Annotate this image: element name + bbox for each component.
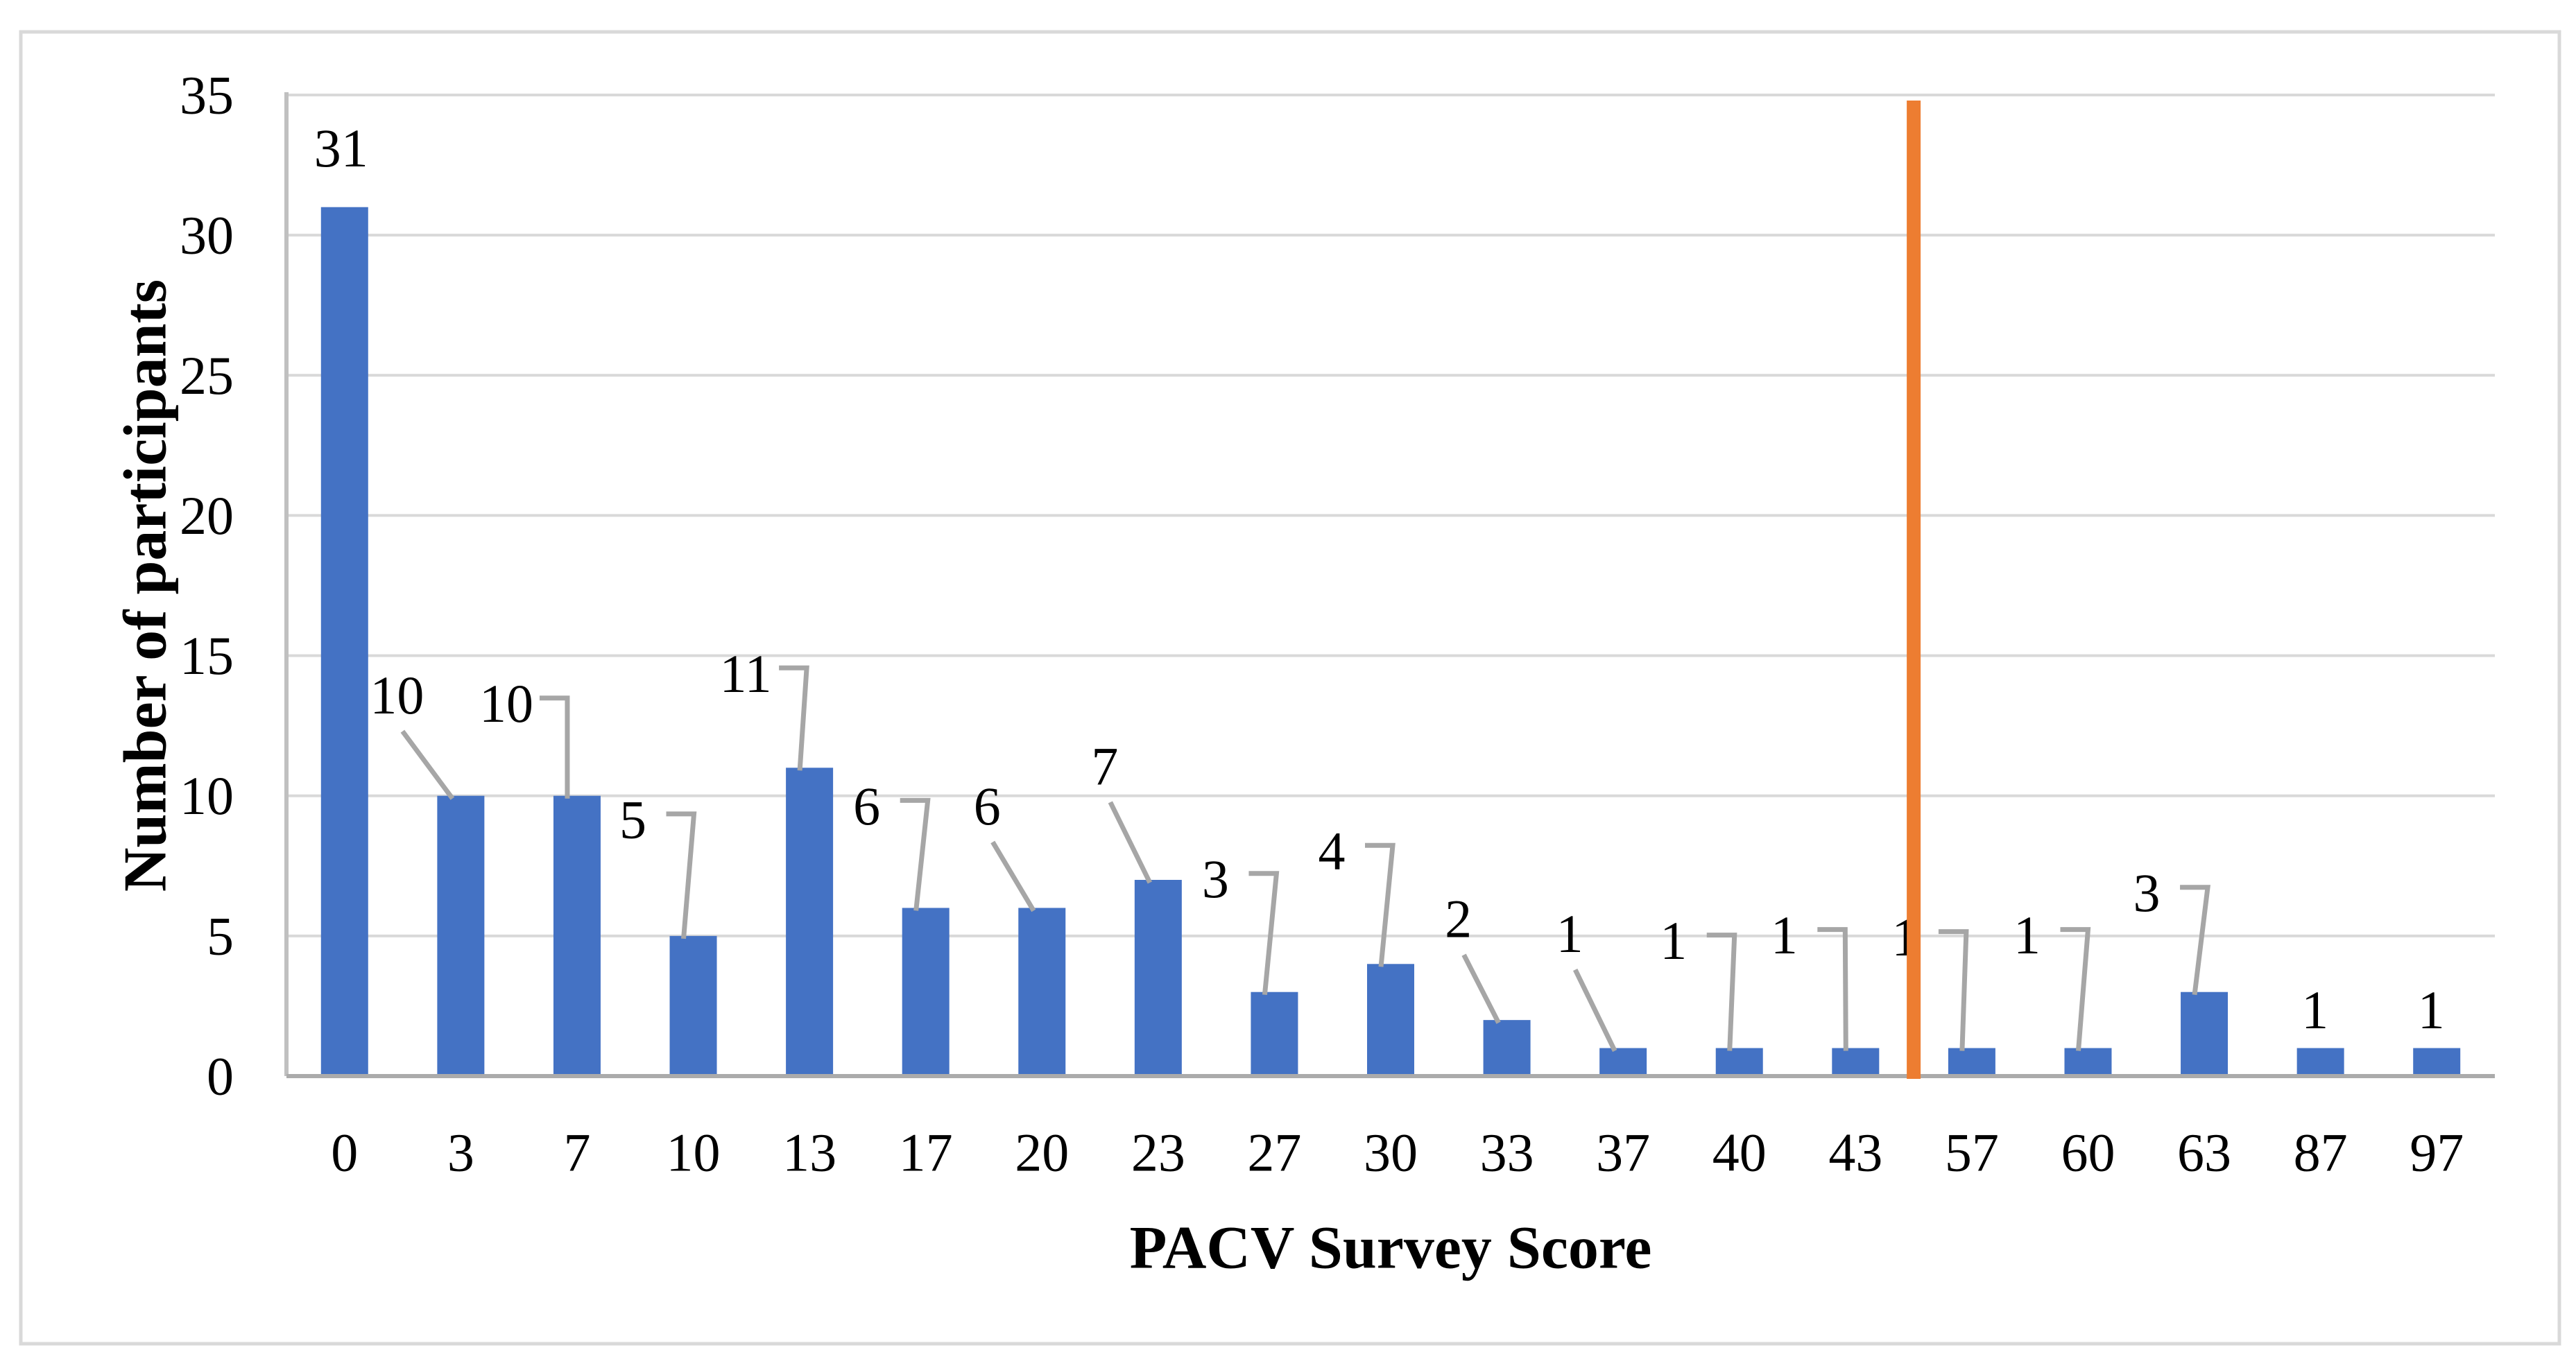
x-tick-label-43: 43 xyxy=(1828,1123,1882,1183)
bar-0 xyxy=(320,207,368,1076)
data-label-0: 31 xyxy=(314,118,368,178)
x-tick-label-60: 60 xyxy=(2061,1123,2115,1183)
data-label-20: 6 xyxy=(974,776,1001,836)
leader-line-30 xyxy=(1365,842,1396,967)
x-tick-label-40: 40 xyxy=(1712,1123,1767,1183)
leader-line-63 xyxy=(2180,885,2211,996)
leader-line-33 xyxy=(1461,953,1501,1024)
leader-line-60 xyxy=(2060,927,2091,1051)
bar-30 xyxy=(1367,964,1414,1076)
x-tick-label-3: 3 xyxy=(447,1123,474,1183)
data-label-63: 3 xyxy=(2133,863,2161,923)
x-tick-label-10: 10 xyxy=(667,1123,721,1183)
bar-43 xyxy=(1832,1048,1880,1076)
bar-3 xyxy=(437,795,485,1076)
leader-line-7 xyxy=(539,695,570,799)
y-tick-label-20: 20 xyxy=(180,485,234,546)
bar-87 xyxy=(2296,1048,2344,1076)
x-tick-label-87: 87 xyxy=(2294,1123,2348,1183)
bar-10 xyxy=(669,935,717,1076)
x-tick-label-23: 23 xyxy=(1131,1123,1185,1183)
data-label-23: 7 xyxy=(1091,736,1118,797)
x-tick-label-37: 37 xyxy=(1596,1123,1650,1183)
x-tick-label-57: 57 xyxy=(1945,1123,1999,1183)
bar-97 xyxy=(2413,1048,2461,1076)
x-tick-label-13: 13 xyxy=(782,1123,836,1183)
bar-13 xyxy=(786,768,834,1076)
data-label-33: 2 xyxy=(1445,889,1472,949)
leader-line-3 xyxy=(400,729,455,800)
leader-line-20 xyxy=(990,840,1036,912)
leader-line-43 xyxy=(1817,927,1848,1051)
x-axis-title: PACV Survey Score xyxy=(1130,1215,1652,1282)
figure-border xyxy=(19,30,2561,1346)
leader-line-57 xyxy=(1938,929,1969,1051)
x-tick-label-27: 27 xyxy=(1247,1123,1301,1183)
x-tick-label-63: 63 xyxy=(2177,1123,2231,1183)
y-tick-label-0: 0 xyxy=(207,1046,234,1107)
data-label-7: 10 xyxy=(479,673,533,734)
bar-40 xyxy=(1715,1048,1763,1076)
leader-line-40 xyxy=(1706,933,1737,1051)
bar-23 xyxy=(1134,880,1182,1076)
leader-line-13 xyxy=(779,665,809,771)
data-label-40: 1 xyxy=(1660,910,1687,971)
data-label-87: 1 xyxy=(2301,980,2328,1040)
x-tick-label-97: 97 xyxy=(2410,1123,2464,1183)
threshold-line xyxy=(1907,101,1921,1079)
data-label-43: 1 xyxy=(1771,905,1798,965)
bar-37 xyxy=(1599,1048,1647,1076)
leader-line-17 xyxy=(900,797,931,911)
bar-27 xyxy=(1251,992,1298,1076)
y-axis-title: Number of participants xyxy=(112,279,180,892)
y-tick-label-30: 30 xyxy=(180,205,234,266)
y-tick-label-15: 15 xyxy=(180,625,234,686)
data-label-17: 6 xyxy=(853,776,880,836)
data-label-13: 11 xyxy=(720,643,772,704)
y-tick-label-25: 25 xyxy=(180,345,234,406)
x-tick-label-30: 30 xyxy=(1364,1123,1418,1183)
leader-line-23 xyxy=(1108,801,1152,884)
data-label-27: 3 xyxy=(1202,849,1229,909)
x-tick-label-20: 20 xyxy=(1015,1123,1069,1183)
data-label-97: 1 xyxy=(2418,980,2445,1040)
leader-line-37 xyxy=(1573,969,1617,1053)
bar-20 xyxy=(1018,908,1066,1076)
data-label-37: 1 xyxy=(1556,903,1583,964)
x-tick-label-17: 17 xyxy=(899,1123,953,1183)
y-tick-label-10: 10 xyxy=(180,765,234,826)
y-tick-label-5: 5 xyxy=(207,906,234,966)
data-label-10: 5 xyxy=(619,789,646,849)
data-label-60: 1 xyxy=(2013,905,2041,965)
bar-60 xyxy=(2064,1048,2112,1076)
data-label-30: 4 xyxy=(1319,821,1346,881)
leader-line-10 xyxy=(666,811,697,940)
bar-7 xyxy=(553,795,601,1076)
leader-line-27 xyxy=(1248,871,1280,996)
y-tick-label-35: 35 xyxy=(180,65,234,125)
bar-63 xyxy=(2181,992,2229,1076)
bar-17 xyxy=(902,908,950,1076)
x-tick-label-7: 7 xyxy=(563,1123,590,1183)
bar-57 xyxy=(1948,1048,1995,1076)
bar-33 xyxy=(1483,1020,1531,1076)
data-label-3: 10 xyxy=(370,665,424,725)
x-tick-label-33: 33 xyxy=(1480,1123,1534,1183)
x-tick-label-0: 0 xyxy=(331,1123,358,1183)
